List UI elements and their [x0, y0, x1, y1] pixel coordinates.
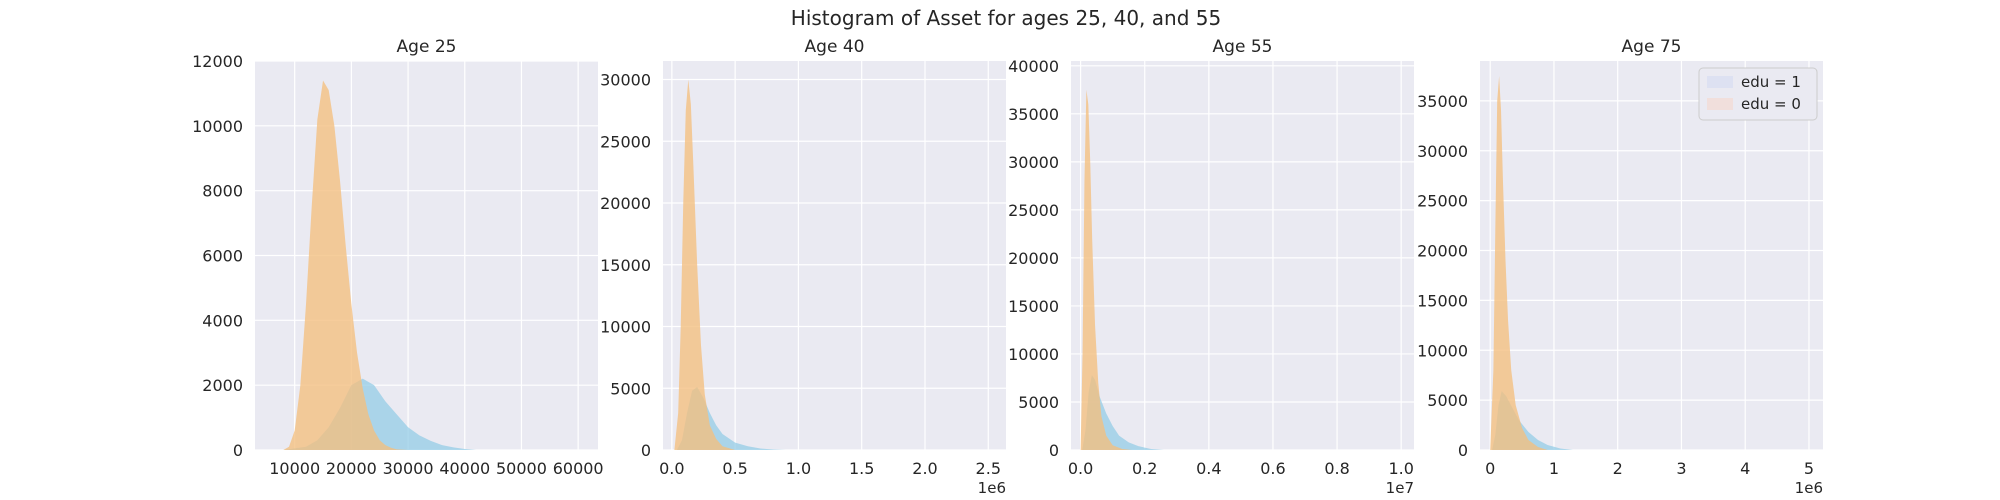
plot-area — [1480, 61, 1823, 450]
x-tick-label: 2.0 — [912, 459, 937, 478]
panel-2: 0 5000 10000 15000 20000 25000 30000 0.0 0.5 1.0 1… — [600, 37, 1006, 497]
y-tick-label: 20000 — [1417, 242, 1468, 261]
histogram-series-edu0 — [283, 80, 409, 450]
y-tick-label: 0 — [233, 441, 243, 460]
figure-title: Histogram of Asset for ages 25, 40, and … — [791, 6, 1221, 30]
x-tick-label: 40000 — [439, 459, 490, 478]
y-tick-label: 10000 — [600, 318, 651, 337]
y-tick-label: 15000 — [1008, 297, 1059, 316]
y-tick-label: 30000 — [1417, 142, 1468, 161]
x-tick-label: 1.0 — [1388, 459, 1413, 478]
y-tick-label: 35000 — [1008, 105, 1059, 124]
x-offset-label: 1e6 — [978, 479, 1006, 497]
y-tick-label: 5000 — [1427, 391, 1468, 410]
y-tick-label: 25000 — [1417, 192, 1468, 211]
panel-title: Age 40 — [805, 37, 865, 57]
legend-label: edu = 0 — [1741, 95, 1801, 113]
y-tick-label: 15000 — [600, 256, 651, 275]
panel-1: 0 2000 4000 6000 8000 10000 12000 10000 20000 300… — [192, 37, 604, 478]
histogram-series-edu0 — [1490, 75, 1548, 451]
y-tick-label: 0 — [1049, 441, 1059, 460]
x-tick-label: 0.0 — [1068, 459, 1093, 478]
y-tick-label: 35000 — [1417, 92, 1468, 111]
x-tick-label: 1 — [1549, 459, 1559, 478]
panel-title: Age 55 — [1213, 37, 1273, 57]
legend-label: edu = 1 — [1741, 73, 1801, 91]
panel-4: 0 5000 10000 15000 20000 25000 30000 35000 0 1 2 3 4… — [1417, 37, 1823, 497]
legend-swatch — [1707, 76, 1733, 88]
x-tick-label: 60000 — [553, 459, 604, 478]
plot-area — [663, 61, 1006, 450]
legend: edu = 1 edu = 0 — [1698, 67, 1818, 121]
plot-area — [1071, 61, 1414, 450]
x-tick-label: 2.5 — [976, 459, 1001, 478]
y-tick-label: 0 — [1458, 441, 1468, 460]
x-tick-label: 50000 — [496, 459, 547, 478]
y-tick-label: 2000 — [202, 376, 243, 395]
x-offset-label: 1e6 — [1795, 479, 1823, 497]
y-tick-label: 10000 — [1008, 345, 1059, 364]
y-tick-label: 12000 — [192, 52, 243, 71]
x-tick-label: 1.5 — [849, 459, 874, 478]
x-tick-label: 0 — [1485, 459, 1495, 478]
legend-swatch — [1707, 98, 1733, 110]
x-tick-label: 0.6 — [1260, 459, 1285, 478]
x-tick-label: 3 — [1676, 459, 1686, 478]
y-tick-label: 6000 — [202, 247, 243, 266]
y-tick-label: 10000 — [1417, 341, 1468, 360]
y-tick-label: 25000 — [600, 132, 651, 151]
histogram-series-edu0 — [674, 79, 736, 451]
y-tick-label: 20000 — [600, 194, 651, 213]
x-tick-label: 0.8 — [1324, 459, 1349, 478]
y-tick-label: 15000 — [1417, 291, 1468, 310]
y-tick-label: 30000 — [600, 71, 651, 90]
y-tick-label: 30000 — [1008, 153, 1059, 172]
panel-title: Age 25 — [397, 37, 457, 57]
y-tick-label: 5000 — [610, 379, 651, 398]
y-tick-label: 10000 — [192, 117, 243, 136]
panel-3: 0 5000 10000 15000 20000 25000 30000 35000 40000… — [1008, 37, 1414, 497]
x-tick-label: 2 — [1613, 459, 1623, 478]
y-tick-label: 0 — [641, 441, 651, 460]
histogram-series-edu0 — [1080, 89, 1132, 450]
x-tick-label: 0.4 — [1196, 459, 1221, 478]
x-tick-label: 0.0 — [659, 459, 684, 478]
x-tick-label: 4 — [1740, 459, 1750, 478]
y-tick-label: 4000 — [202, 311, 243, 330]
x-tick-label: 30000 — [383, 459, 434, 478]
x-tick-label: 1.0 — [786, 459, 811, 478]
x-tick-label: 20000 — [326, 459, 377, 478]
x-tick-label: 0.2 — [1132, 459, 1157, 478]
panel-title: Age 75 — [1622, 37, 1682, 57]
x-offset-label: 1e7 — [1386, 479, 1414, 497]
y-tick-label: 5000 — [1018, 393, 1059, 412]
y-tick-label: 8000 — [202, 182, 243, 201]
y-tick-label: 40000 — [1008, 57, 1059, 76]
y-tick-label: 20000 — [1008, 249, 1059, 268]
x-tick-label: 5 — [1804, 459, 1814, 478]
x-tick-label: 0.5 — [722, 459, 747, 478]
x-tick-label: 10000 — [269, 459, 320, 478]
y-tick-label: 25000 — [1008, 201, 1059, 220]
